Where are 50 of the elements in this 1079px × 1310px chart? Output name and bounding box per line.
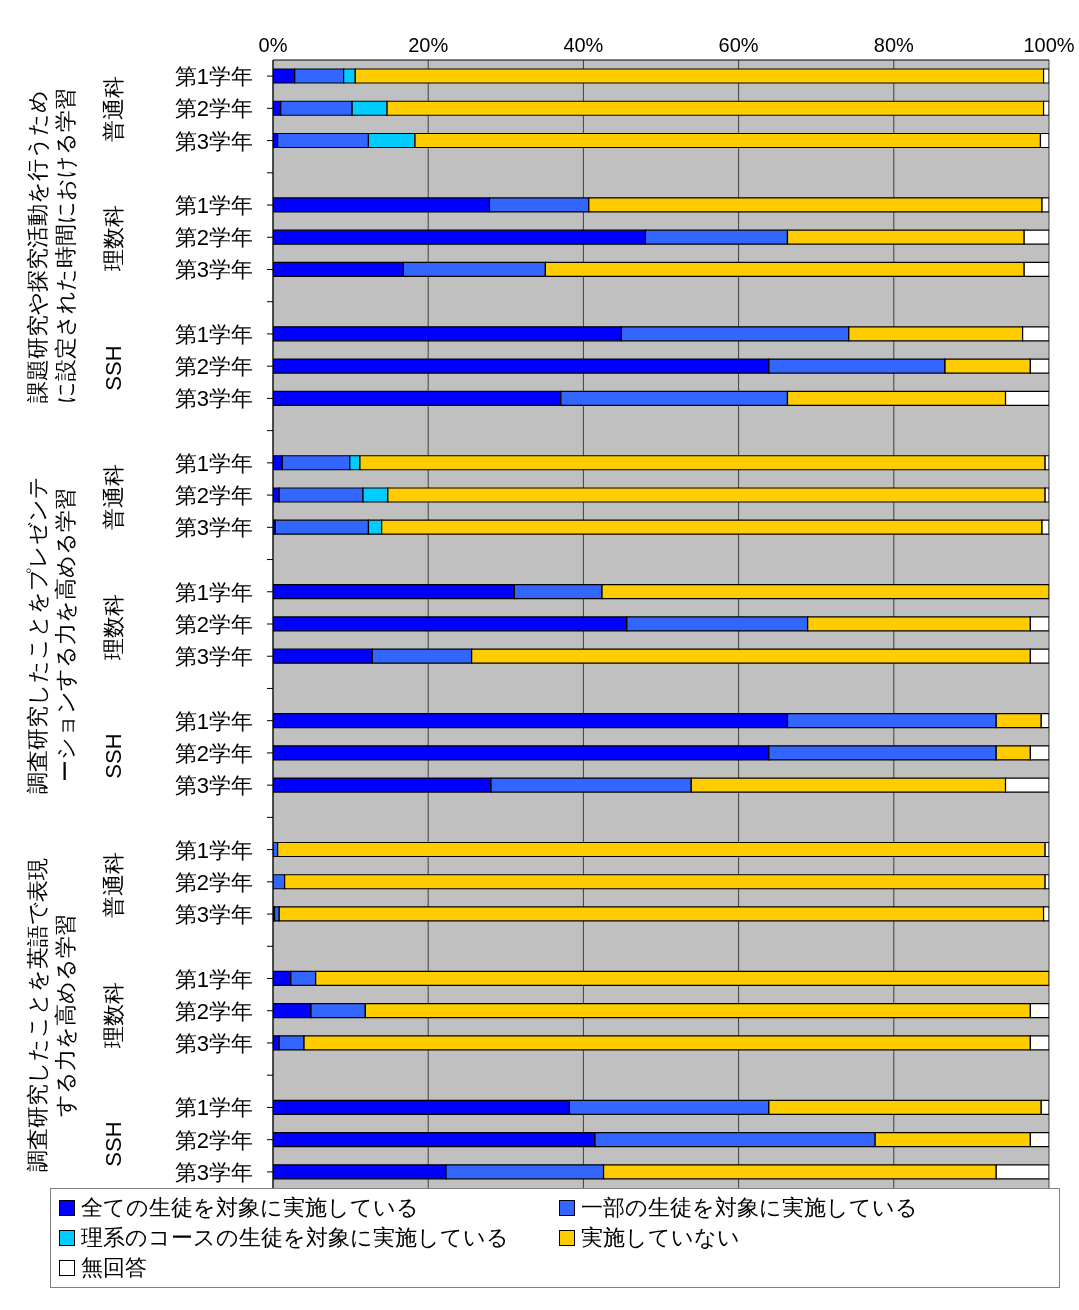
y-tick-label: 第1学年: [174, 837, 253, 863]
y-tick-label: 第3学年: [174, 257, 253, 283]
legend-label: 実施していない: [581, 1224, 740, 1252]
legend-label: 一部の生徒を対象に実施している: [581, 1194, 918, 1222]
x-tick-label: 60%: [718, 34, 759, 56]
text: SSH: [100, 1121, 127, 1168]
y-tick-label: 第3学年: [174, 902, 253, 928]
x-tick-label: 40%: [563, 34, 604, 56]
y-tick-label: 第2学年: [174, 96, 253, 122]
y-tick-label: 第2学年: [174, 998, 253, 1024]
y-tick-label: 第3学年: [174, 773, 253, 799]
y-tick-label: 第3学年: [174, 128, 253, 154]
text: 調査研究したことを英語で表現する力を高める学習: [24, 856, 79, 1174]
y-tick-label: 第3学年: [174, 644, 253, 670]
y-tick-label: 第2学年: [174, 740, 253, 766]
y-tick-label: 第3学年: [174, 1030, 253, 1056]
x-tick-label: 80%: [873, 34, 915, 56]
text: 普通科: [100, 464, 127, 530]
x-tick-label: 100%: [1023, 34, 1075, 56]
x-tick-label: 0%: [258, 34, 288, 56]
y-tick-label: 第1学年: [174, 321, 253, 347]
text: 理数科: [100, 981, 127, 1048]
text: SSH: [100, 344, 127, 391]
legend-label: 全ての生徒を対象に実施している: [81, 1194, 419, 1222]
text: 課題研究や探究活動を行うために設定された時間における学習: [24, 87, 79, 407]
text: 普通科: [100, 852, 127, 919]
text: 普通科: [100, 75, 127, 142]
y-tick-label: 第1学年: [174, 966, 253, 992]
legend-label: 無回答: [81, 1254, 147, 1282]
y-tick-label: 第3学年: [174, 515, 253, 541]
text: 調査研究したことをプレゼンテーションする力を高める学習: [24, 474, 79, 796]
y-tick-label: 第2学年: [174, 1127, 253, 1153]
x-tick-label: 20%: [408, 34, 449, 56]
y-tick-label: 第1学年: [174, 193, 253, 219]
y-tick-label: 第1学年: [174, 708, 253, 734]
y-tick-label: 第3学年: [174, 1159, 253, 1185]
y-tick-label: 第1学年: [174, 1095, 253, 1121]
y-tick-label: 第1学年: [174, 450, 253, 476]
y-tick-label: 第2学年: [174, 483, 253, 509]
text: 理数科: [100, 593, 127, 660]
text: 理数科: [100, 205, 127, 272]
legend-label: 理系のコースの生徒を対象に実施している: [81, 1224, 509, 1252]
text: SSH: [100, 733, 127, 779]
y-tick-label: 第3学年: [174, 386, 253, 412]
y-tick-label: 第2学年: [174, 612, 253, 637]
y-tick-label: 第2学年: [174, 869, 253, 895]
y-tick-label: 第1学年: [174, 64, 253, 90]
y-tick-label: 第2学年: [174, 225, 253, 251]
y-tick-label: 第1学年: [174, 579, 253, 605]
y-tick-label: 第2学年: [174, 354, 253, 380]
